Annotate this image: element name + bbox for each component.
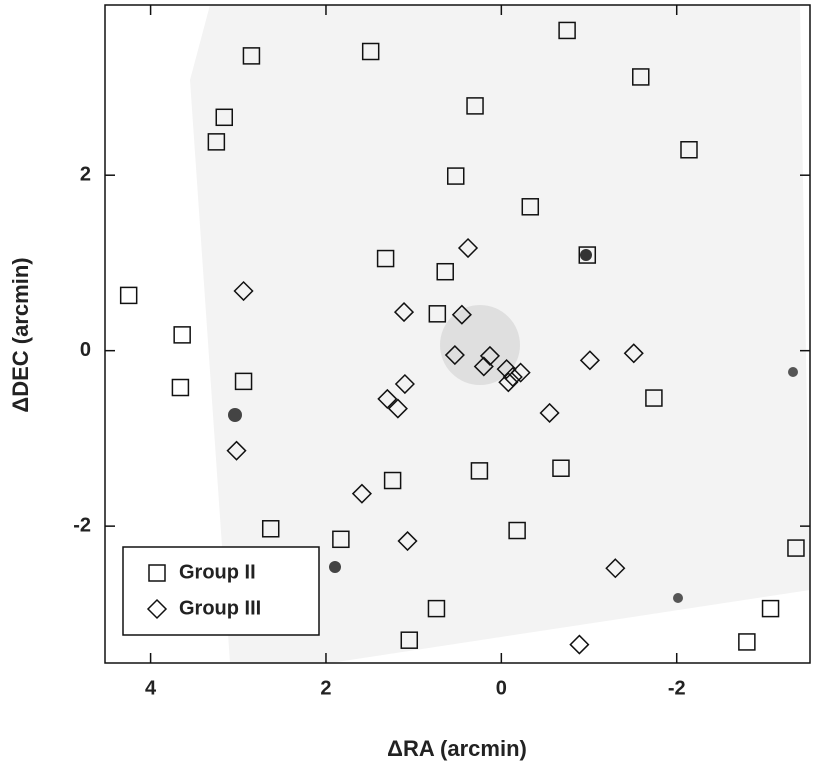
diamond-marker (393, 302, 415, 323)
y-axis-label: ΔDEC (arcmin) (8, 257, 33, 412)
square-marker (400, 631, 419, 649)
diamond-marker (233, 280, 254, 302)
diamond-marker (473, 356, 494, 377)
square-marker (171, 378, 190, 397)
diamond-marker (479, 345, 501, 366)
square-marker (466, 97, 484, 115)
diamond-marker (569, 634, 590, 655)
square-marker (332, 530, 350, 549)
square-marker (215, 108, 234, 127)
diamond-marker (457, 237, 479, 259)
square-marker (761, 599, 780, 618)
diamond-marker (605, 558, 626, 579)
square-marker (427, 599, 446, 618)
square-marker (738, 633, 756, 651)
star-field (190, 5, 810, 663)
y-tick-label: 2 (80, 163, 91, 185)
legend-box (122, 546, 320, 636)
diamond-marker (623, 343, 644, 364)
y-tick-label: 0 (80, 339, 91, 361)
square-marker (173, 326, 191, 344)
square-marker (207, 133, 226, 151)
square-marker (383, 471, 402, 490)
x-tick-label: 0 (496, 677, 507, 699)
x-axis-label: ΔRA (arcmin) (387, 736, 527, 761)
square-marker (787, 539, 805, 557)
diamond-marker (351, 483, 372, 504)
square-marker (119, 286, 138, 305)
legend-marker (146, 598, 168, 620)
legend-label: Group II (179, 561, 256, 583)
star-cluster (228, 249, 798, 603)
square-marker (521, 198, 540, 216)
square-marker (680, 141, 698, 159)
plot-frame (104, 4, 811, 664)
square-marker (261, 520, 280, 538)
diamond-marker (496, 359, 517, 380)
square-marker (552, 459, 570, 477)
diamond-marker (226, 440, 247, 461)
diamond-marker (444, 344, 465, 366)
diamond-marker (397, 530, 418, 552)
square-marker (470, 462, 489, 480)
x-tick-label: 4 (145, 677, 157, 699)
diamond-marker (498, 372, 519, 393)
diamond-marker (451, 304, 472, 325)
diamond-marker (377, 388, 398, 409)
x-tick-label: -2 (668, 677, 686, 699)
diamond-marker (394, 373, 415, 395)
diamond-marker (539, 402, 560, 424)
square-marker (558, 21, 576, 40)
square-marker (645, 389, 663, 407)
square-marker (376, 249, 395, 268)
y-tick-label: -2 (73, 514, 91, 536)
diamond-marker (387, 398, 408, 419)
square-marker (578, 246, 597, 264)
square-marker (242, 47, 261, 65)
x-tick-label: 2 (320, 677, 331, 699)
square-marker (428, 305, 447, 323)
square-marker (436, 262, 454, 281)
legend-label: Group III (179, 597, 261, 619)
square-marker (508, 521, 526, 540)
legend-marker (148, 564, 166, 582)
square-marker (632, 68, 650, 86)
square-marker (446, 167, 465, 185)
diamond-marker (579, 350, 600, 371)
square-marker (234, 372, 253, 391)
square-marker (361, 42, 380, 61)
